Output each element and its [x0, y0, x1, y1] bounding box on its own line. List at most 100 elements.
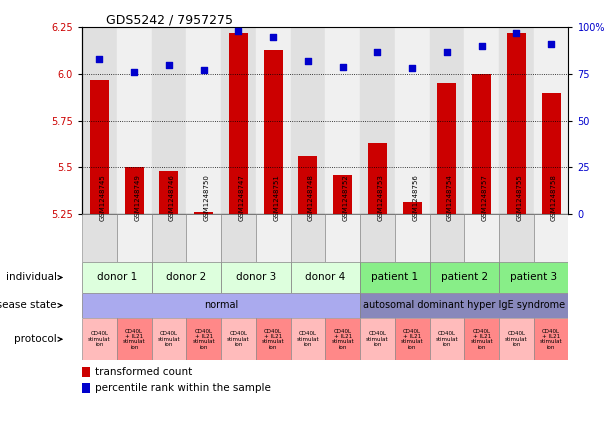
Bar: [534, 27, 568, 214]
Bar: [402, 203, 422, 214]
Text: donor 2: donor 2: [166, 272, 207, 283]
Bar: [256, 214, 291, 262]
Bar: [360, 262, 429, 293]
Point: [164, 61, 174, 68]
Point: [373, 48, 382, 55]
Text: CD40L
+ IL21
stimulat
ion: CD40L + IL21 stimulat ion: [471, 329, 493, 350]
Text: donor 4: donor 4: [305, 272, 345, 283]
Bar: [291, 27, 325, 214]
Text: patient 1: patient 1: [371, 272, 418, 283]
Bar: [125, 167, 143, 214]
Text: CD40L
+ IL21
stimulat
ion: CD40L + IL21 stimulat ion: [123, 329, 145, 350]
Bar: [325, 214, 360, 262]
Bar: [264, 50, 283, 214]
Bar: [299, 156, 317, 214]
Bar: [186, 318, 221, 360]
Text: CD40L
stimulat
ion: CD40L stimulat ion: [227, 331, 250, 347]
Text: percentile rank within the sample: percentile rank within the sample: [95, 383, 271, 393]
Text: CD40L
stimulat
ion: CD40L stimulat ion: [505, 331, 528, 347]
Bar: [117, 214, 151, 262]
Bar: [360, 27, 395, 214]
Point: [442, 48, 452, 55]
Bar: [221, 262, 291, 293]
Bar: [256, 27, 291, 214]
Bar: [291, 318, 325, 360]
Text: CD40L
+ IL21
stimulat
ion: CD40L + IL21 stimulat ion: [192, 329, 215, 350]
Bar: [82, 214, 117, 262]
Text: patient 3: patient 3: [510, 272, 558, 283]
Bar: [395, 214, 429, 262]
Point: [303, 58, 313, 64]
Bar: [82, 383, 89, 393]
Bar: [437, 83, 457, 214]
Bar: [465, 214, 499, 262]
Bar: [229, 33, 248, 214]
Text: GSM1248753: GSM1248753: [378, 174, 384, 221]
Bar: [333, 175, 352, 214]
Text: CD40L
+ IL21
stimulat
ion: CD40L + IL21 stimulat ion: [401, 329, 423, 350]
Bar: [360, 293, 568, 318]
Text: GSM1248755: GSM1248755: [516, 174, 522, 221]
Bar: [542, 93, 561, 214]
Text: autosomal dominant hyper IgE syndrome: autosomal dominant hyper IgE syndrome: [363, 300, 565, 310]
Bar: [429, 318, 465, 360]
Text: GSM1248749: GSM1248749: [134, 174, 140, 221]
Text: individual: individual: [6, 272, 57, 283]
Point: [546, 41, 556, 48]
Bar: [291, 262, 360, 293]
Bar: [151, 214, 186, 262]
Text: CD40L
+ IL21
stimulat
ion: CD40L + IL21 stimulat ion: [262, 329, 285, 350]
Text: protocol: protocol: [14, 334, 57, 344]
Bar: [221, 318, 256, 360]
Bar: [465, 27, 499, 214]
Bar: [360, 318, 395, 360]
Text: GSM1248751: GSM1248751: [273, 174, 279, 221]
Bar: [151, 27, 186, 214]
Bar: [186, 214, 221, 262]
Bar: [465, 318, 499, 360]
Point: [199, 67, 209, 74]
Bar: [368, 143, 387, 214]
Bar: [291, 214, 325, 262]
Bar: [151, 318, 186, 360]
Text: GDS5242 / 7957275: GDS5242 / 7957275: [106, 14, 233, 26]
Bar: [117, 318, 151, 360]
Text: CD40L
+ IL21
stimulat
ion: CD40L + IL21 stimulat ion: [331, 329, 354, 350]
Bar: [429, 262, 499, 293]
Bar: [507, 33, 526, 214]
Text: patient 2: patient 2: [441, 272, 488, 283]
Bar: [429, 27, 465, 214]
Text: GSM1248756: GSM1248756: [412, 174, 418, 221]
Point: [130, 69, 139, 76]
Text: CD40L
stimulat
ion: CD40L stimulat ion: [88, 331, 111, 347]
Text: CD40L
stimulat
ion: CD40L stimulat ion: [157, 331, 180, 347]
Text: GSM1248757: GSM1248757: [482, 174, 488, 221]
Point: [477, 43, 486, 49]
Bar: [499, 318, 534, 360]
Point: [407, 65, 417, 72]
Bar: [429, 214, 465, 262]
Text: GSM1248745: GSM1248745: [100, 174, 105, 221]
Bar: [325, 318, 360, 360]
Text: GSM1248746: GSM1248746: [169, 174, 175, 221]
Text: CD40L
stimulat
ion: CD40L stimulat ion: [435, 331, 458, 347]
Bar: [194, 212, 213, 214]
Bar: [499, 27, 534, 214]
Bar: [221, 27, 256, 214]
Text: GSM1248747: GSM1248747: [238, 174, 244, 221]
Bar: [117, 27, 151, 214]
Bar: [82, 27, 117, 214]
Bar: [186, 27, 221, 214]
Bar: [82, 318, 117, 360]
Bar: [256, 318, 291, 360]
Point: [338, 63, 348, 70]
Text: donor 3: donor 3: [236, 272, 276, 283]
Bar: [82, 366, 89, 376]
Bar: [325, 27, 360, 214]
Bar: [151, 262, 221, 293]
Bar: [221, 214, 256, 262]
Text: CD40L
+ IL21
stimulat
ion: CD40L + IL21 stimulat ion: [540, 329, 562, 350]
Text: CD40L
stimulat
ion: CD40L stimulat ion: [366, 331, 389, 347]
Bar: [82, 293, 360, 318]
Text: donor 1: donor 1: [97, 272, 137, 283]
